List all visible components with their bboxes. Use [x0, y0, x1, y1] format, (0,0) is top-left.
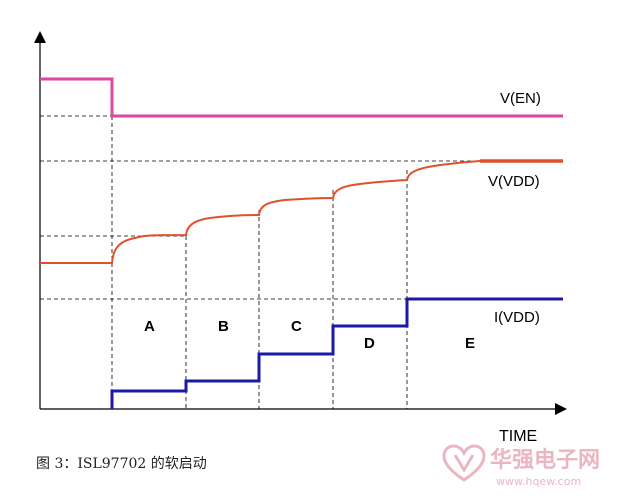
guide-lines: [40, 115, 480, 409]
phase-label-a: A: [144, 318, 155, 335]
watermark: 华强电子网 www.hqew.com: [442, 444, 600, 488]
watermark-name: 华强电子网: [490, 447, 600, 473]
i-vdd-trace: [110, 297, 563, 409]
v-en-label: V(EN): [500, 90, 541, 107]
i-vdd-label: I(VDD): [494, 309, 540, 326]
phase-label-b: B: [218, 318, 229, 335]
phase-label-d: D: [364, 335, 375, 352]
watermark-url: www.hqew.com: [496, 475, 581, 488]
heart-v-logo-icon: [442, 444, 486, 482]
axes: [34, 31, 567, 415]
v-vdd-trace: [40, 160, 563, 264]
phase-label-c: C: [291, 318, 302, 335]
v-vdd-label: V(VDD): [488, 173, 540, 190]
v-en-trace: [40, 77, 563, 118]
phase-label-e: E: [465, 335, 475, 352]
figure-caption: 图 3：ISL97702 的软启动: [36, 456, 207, 472]
x-axis-label: TIME: [499, 428, 537, 445]
